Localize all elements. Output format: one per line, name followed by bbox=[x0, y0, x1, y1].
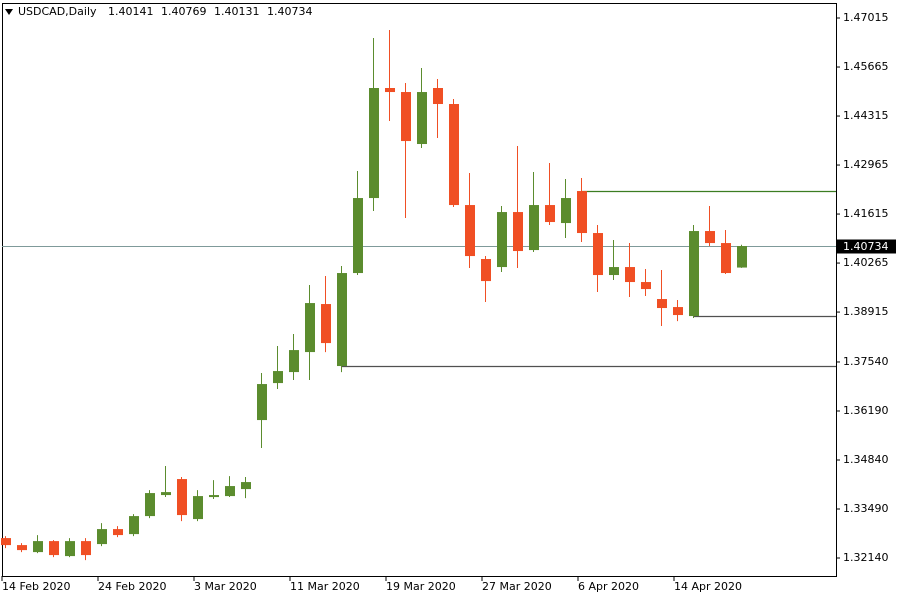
candle-body bbox=[737, 246, 747, 268]
y-tick-label: 1.44315 bbox=[843, 109, 889, 122]
candle-body bbox=[545, 205, 555, 223]
candle-body bbox=[609, 267, 619, 276]
candle-body bbox=[193, 496, 203, 520]
chart-title: USDCAD,Daily bbox=[18, 5, 97, 18]
candle-body bbox=[625, 267, 635, 283]
candle-body bbox=[593, 233, 603, 276]
candle-body bbox=[721, 243, 731, 274]
x-tick-label: 14 Apr 2020 bbox=[674, 580, 742, 593]
candle-body bbox=[465, 205, 475, 257]
candle-body bbox=[529, 205, 539, 251]
y-tick-label: 1.34840 bbox=[843, 453, 889, 466]
candle-body bbox=[65, 541, 75, 557]
candle-body bbox=[561, 198, 571, 224]
candle-body bbox=[257, 384, 267, 421]
candle-body bbox=[177, 479, 187, 516]
candle-body bbox=[689, 231, 699, 317]
x-tick-label: 6 Apr 2020 bbox=[578, 580, 639, 593]
candle-body bbox=[417, 92, 427, 145]
price-box bbox=[837, 239, 896, 254]
candle-body bbox=[33, 541, 43, 553]
x-tick-label: 3 Mar 2020 bbox=[194, 580, 257, 593]
candle-body bbox=[353, 198, 363, 274]
header-high: 1.40769 bbox=[161, 5, 207, 18]
candle-body bbox=[401, 92, 411, 142]
header-close: 1.40734 bbox=[267, 5, 313, 18]
x-tick-label: 14 Feb 2020 bbox=[2, 580, 70, 593]
plot-frame bbox=[2, 3, 837, 577]
candle-body bbox=[129, 516, 139, 535]
candle-body bbox=[449, 104, 459, 206]
candle-body bbox=[321, 304, 331, 344]
candle-body bbox=[113, 529, 123, 536]
candle-body bbox=[577, 191, 587, 234]
candle-body bbox=[17, 545, 27, 551]
y-tick-label: 1.37540 bbox=[843, 355, 889, 368]
candle-body bbox=[641, 282, 651, 290]
candle-body bbox=[145, 493, 155, 517]
x-tick-label: 11 Mar 2020 bbox=[290, 580, 360, 593]
candle-body bbox=[337, 273, 347, 367]
menu-triangle bbox=[5, 9, 13, 15]
candle-body bbox=[385, 88, 395, 93]
candle-body bbox=[49, 541, 59, 556]
y-tick-label: 1.32140 bbox=[843, 551, 889, 564]
candle-body bbox=[241, 482, 251, 490]
y-tick-label: 1.45665 bbox=[843, 60, 889, 73]
price-box-label: 1.40734 bbox=[843, 240, 889, 253]
candle-body bbox=[433, 88, 443, 105]
y-tick-label: 1.42965 bbox=[843, 158, 889, 171]
y-tick-label: 1.47015 bbox=[843, 11, 889, 24]
candle-body bbox=[81, 541, 91, 556]
candle-body bbox=[305, 303, 315, 353]
candle-body bbox=[97, 529, 107, 545]
header-open: 1.40141 bbox=[108, 5, 154, 18]
y-tick-label: 1.40265 bbox=[843, 256, 889, 269]
candle-body bbox=[289, 350, 299, 373]
y-tick-label: 1.41615 bbox=[843, 207, 889, 220]
candle-body bbox=[225, 486, 235, 497]
candle-body bbox=[1, 538, 11, 546]
candle-body bbox=[513, 212, 523, 252]
x-tick-label: 24 Feb 2020 bbox=[98, 580, 166, 593]
header-low: 1.40131 bbox=[214, 5, 260, 18]
candle-body bbox=[657, 299, 667, 309]
y-tick-label: 1.38915 bbox=[843, 305, 889, 318]
x-tick-label: 19 Mar 2020 bbox=[386, 580, 456, 593]
y-tick-label: 1.33490 bbox=[843, 502, 889, 515]
candle-body bbox=[705, 231, 715, 244]
header: USDCAD,Daily 1.40141 1.40769 1.40131 1.4… bbox=[18, 5, 313, 18]
x-tick-label: 27 Mar 2020 bbox=[482, 580, 552, 593]
candle-body bbox=[273, 371, 283, 384]
candle-body bbox=[209, 495, 219, 498]
candle-body bbox=[497, 212, 507, 268]
y-tick-label: 1.36190 bbox=[843, 404, 889, 417]
candle-body bbox=[369, 88, 379, 199]
candle-body bbox=[673, 307, 683, 316]
candle-body bbox=[481, 259, 491, 282]
candle-body bbox=[161, 492, 171, 496]
